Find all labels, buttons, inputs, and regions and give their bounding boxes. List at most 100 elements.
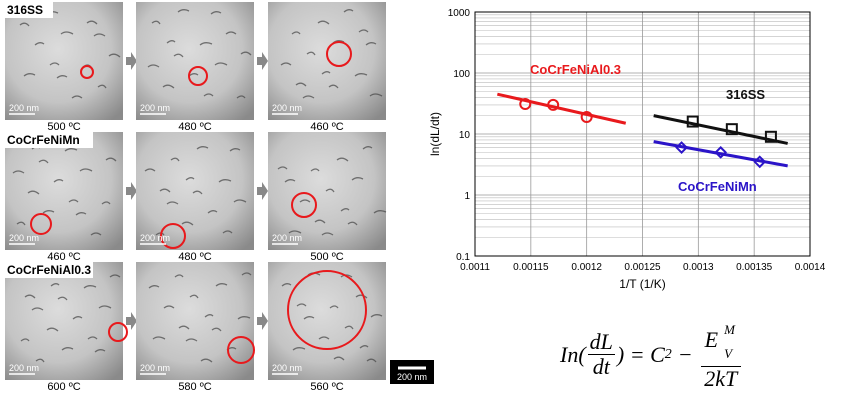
defect [343, 9, 354, 13]
defect [225, 31, 237, 35]
defect [204, 314, 214, 318]
defect [79, 168, 93, 172]
defect [57, 296, 68, 301]
defect [98, 305, 112, 309]
point [764, 130, 777, 143]
temperature: 600 ºC [47, 381, 80, 393]
defect [280, 62, 292, 66]
defect [109, 274, 121, 278]
y-tick-label: 100 [453, 69, 470, 80]
defect [27, 190, 40, 195]
defect [281, 283, 292, 287]
y-tick-label: 0.1 [456, 252, 470, 263]
defect [93, 33, 106, 37]
defect [166, 201, 179, 205]
x-tick-label: 0.0013 [683, 262, 714, 273]
micrograph [5, 132, 123, 250]
row-label: CoCrFeNiAl0.3 [7, 263, 91, 277]
scale-label: 200 nm [9, 363, 39, 373]
point [753, 155, 767, 169]
plot-frame [474, 11, 811, 257]
defect [358, 29, 369, 33]
highlight-circle [188, 66, 208, 86]
defect [64, 148, 78, 152]
defect [218, 179, 232, 183]
highlight-circle [30, 213, 52, 235]
defect [83, 285, 97, 289]
defect [90, 232, 102, 236]
scale-label: 200 nm [272, 363, 302, 373]
defect [60, 31, 74, 35]
defect [299, 199, 311, 203]
defect [207, 210, 218, 214]
fit-line [497, 92, 627, 125]
defect [147, 64, 160, 68]
x-axis-label: 1/T (1/K) [619, 277, 665, 291]
label-bg [5, 132, 93, 148]
micrograph [5, 2, 123, 120]
eq-text: V [724, 346, 733, 361]
defect [370, 314, 383, 318]
defect [101, 201, 111, 205]
label-bg [5, 2, 53, 18]
defect [215, 283, 228, 287]
defect [236, 95, 246, 99]
defect [87, 336, 98, 340]
temperature: 500 ºC [310, 251, 343, 263]
series-label: 316SS [726, 87, 765, 102]
fit-line [653, 114, 788, 145]
defect [177, 9, 190, 13]
temperature: 460 ºC [310, 121, 343, 133]
defect [185, 338, 198, 342]
scale-box [390, 360, 434, 384]
defect [94, 349, 106, 353]
micrograph [136, 132, 254, 250]
defect [56, 75, 68, 79]
defect [210, 11, 222, 15]
defect [333, 356, 345, 361]
scale-label: 200 nm [140, 233, 170, 243]
series-label: CoCrFeNiMn [678, 179, 757, 194]
temperature: 500 ºC [47, 121, 80, 133]
defect [189, 294, 199, 299]
eq-text: dt [592, 354, 610, 379]
defect [302, 95, 315, 99]
x-tick-label: 0.0011 [460, 262, 490, 273]
defect [68, 199, 79, 203]
defect [288, 230, 302, 234]
defect [163, 305, 175, 309]
defect [50, 283, 60, 287]
defect [162, 84, 175, 89]
temperature: 560 ºC [310, 381, 343, 393]
eq-text: ) = C [616, 341, 665, 367]
scale-label: 200 nm [272, 103, 302, 113]
x-tick-label: 0.0014 [795, 262, 826, 273]
defect [86, 20, 98, 25]
defect [214, 62, 228, 66]
micrograph [5, 262, 123, 380]
scale-label: 200 nm [272, 233, 302, 243]
defect [53, 179, 64, 183]
defect [321, 71, 331, 75]
arrow [257, 52, 268, 70]
defect [49, 62, 60, 66]
defect [354, 73, 368, 77]
arrow [257, 312, 268, 330]
defect [166, 40, 176, 44]
highlight-circle [291, 192, 317, 218]
defect [373, 210, 387, 214]
defect [185, 177, 195, 181]
micrograph [268, 2, 386, 120]
defect [241, 272, 252, 276]
defect [321, 232, 334, 236]
point [725, 123, 738, 136]
defect [291, 31, 301, 35]
defect [152, 336, 166, 340]
defect [72, 316, 83, 320]
point [675, 141, 688, 154]
eq-fraction: E M V 2kT [700, 318, 741, 391]
point [580, 110, 593, 123]
defect [306, 51, 316, 56]
defect [347, 221, 358, 226]
defect [365, 42, 377, 46]
